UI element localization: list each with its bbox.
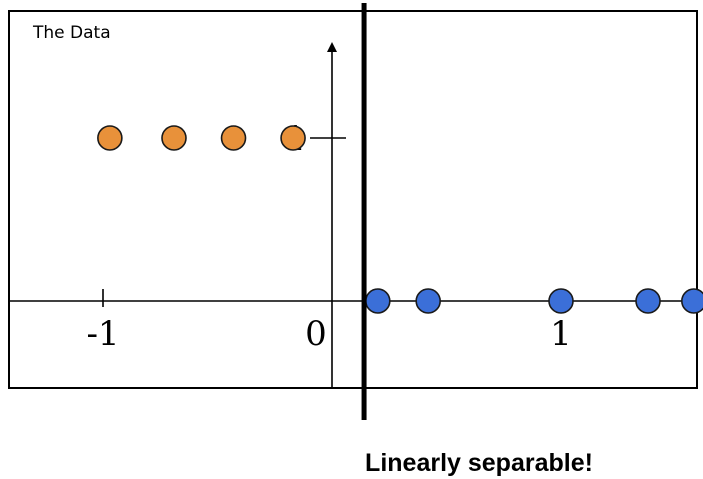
caption: Linearly separable!: [365, 449, 593, 477]
data-point-series-1: [97, 125, 123, 151]
data-point-series-2: [635, 288, 661, 314]
ticks: -1011: [86, 119, 571, 354]
data-point-series-2: [548, 288, 574, 314]
data-point-series-1: [220, 125, 247, 151]
data-point-series-1: [161, 125, 187, 151]
x-tick-label: 1: [550, 314, 572, 354]
plot-frame: [8, 10, 698, 389]
x-tick-label: 0: [305, 314, 327, 354]
data-points: [97, 125, 703, 314]
y-axis-arrow-icon: [327, 42, 337, 52]
data-point-series-2: [415, 288, 441, 314]
data-point-series-2: [681, 288, 703, 314]
data-point-series-2: [364, 288, 391, 314]
data-point-series-1: [280, 125, 306, 151]
chart-title: The Data: [32, 23, 111, 43]
x-tick-label: -1: [86, 314, 119, 354]
